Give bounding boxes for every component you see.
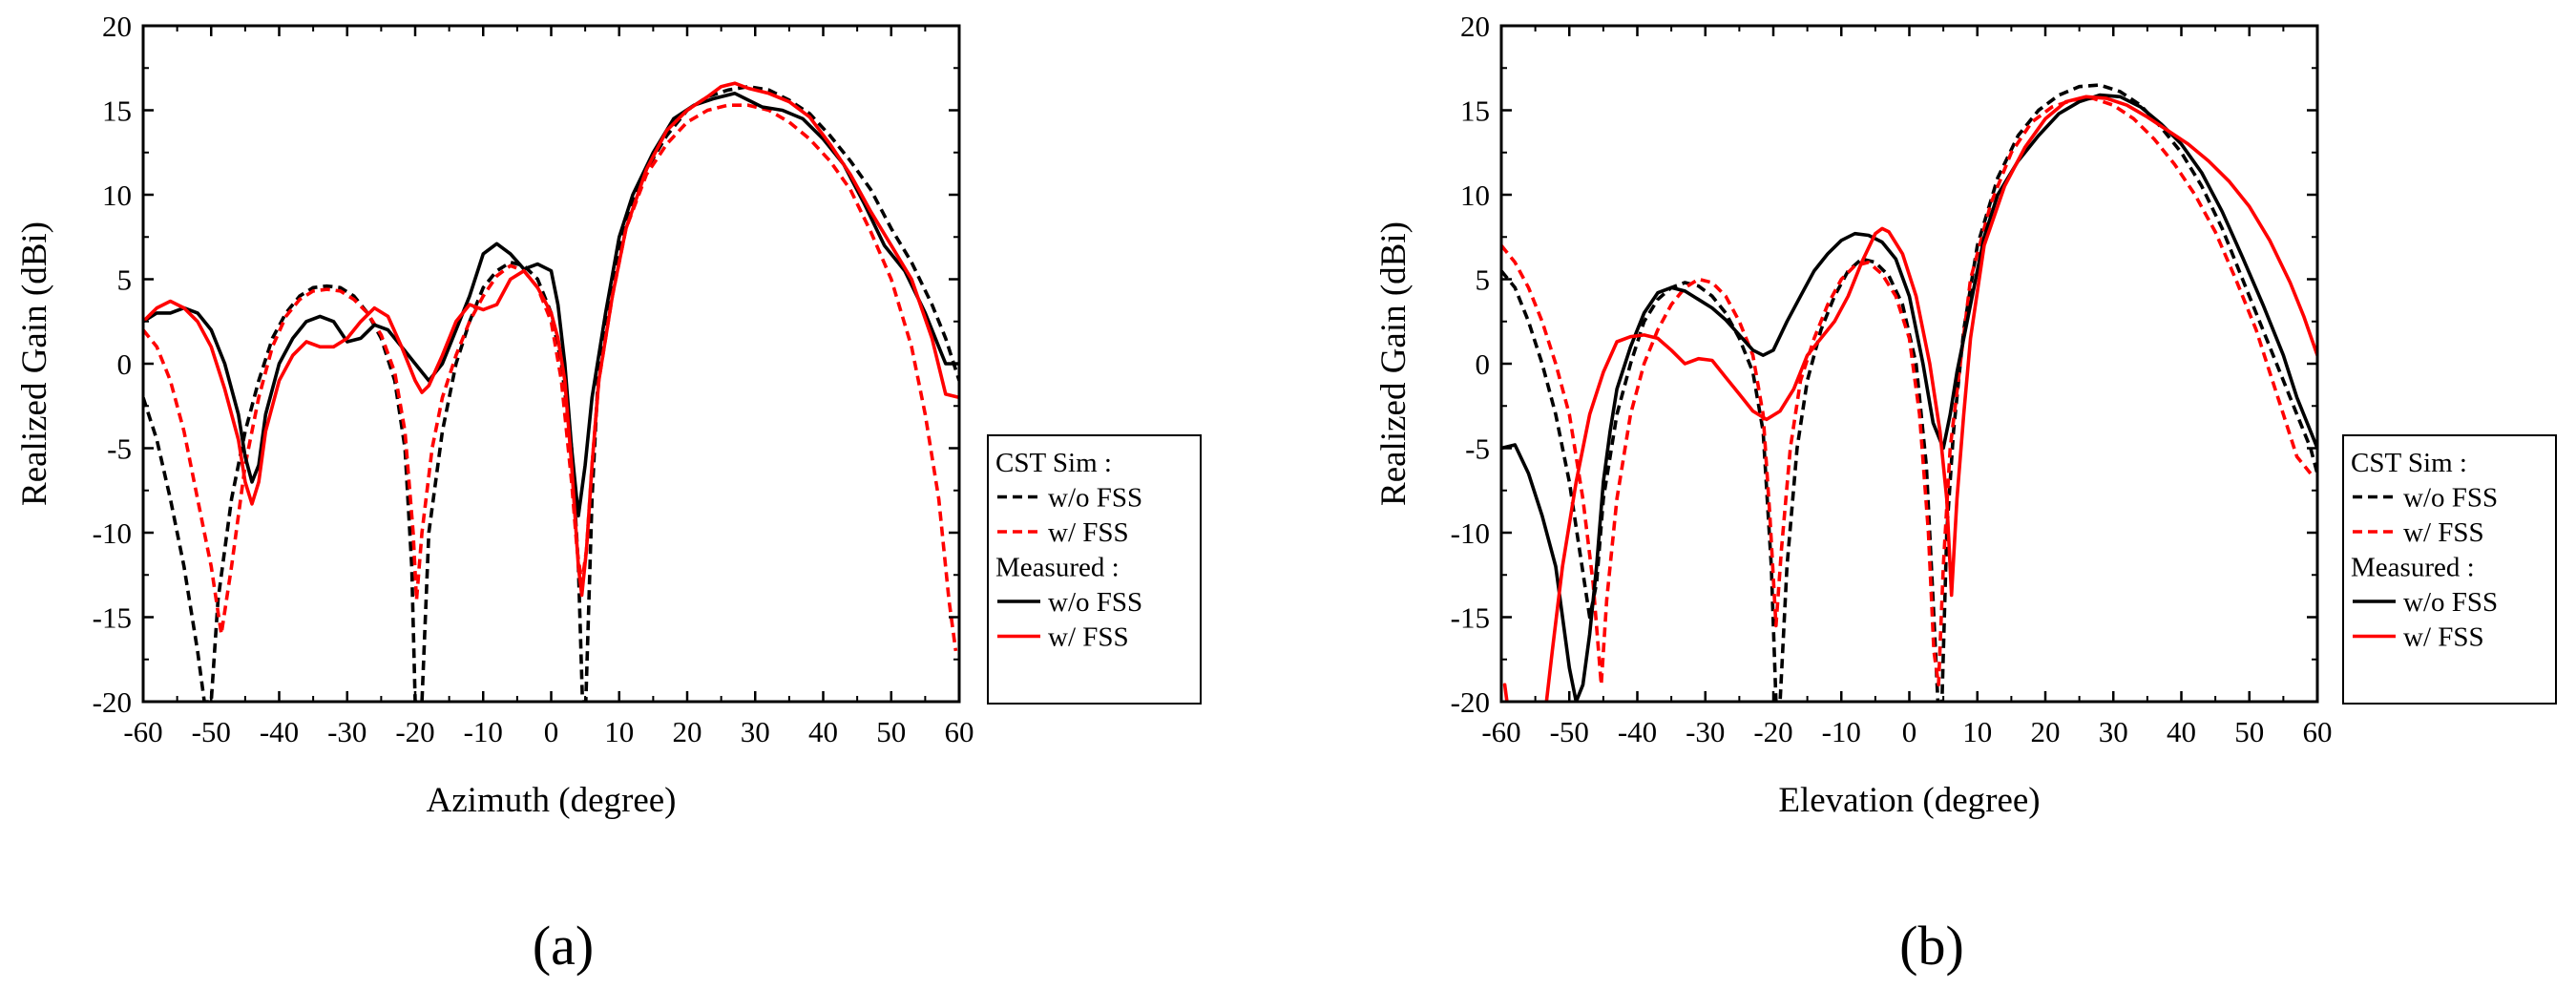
x-tick-label: -20 bbox=[395, 715, 434, 748]
chart-azimuth: -60 -50 -40 -30 -20 -10 0 10 20 30 40 50 60-20-15-10… bbox=[15, 10, 1202, 977]
y-tick-label: -5 bbox=[1465, 432, 1490, 466]
x-tick-label: 0 bbox=[544, 715, 559, 748]
y-axis-label: Realized Gain (dBi) bbox=[15, 221, 54, 506]
subfigure-caption: (b) bbox=[1899, 915, 1964, 977]
x-tick-label: -40 bbox=[1618, 715, 1657, 748]
series-line-0 bbox=[143, 84, 959, 702]
series-line-3 bbox=[1502, 95, 2317, 702]
y-tick-label: 10 bbox=[1460, 179, 1490, 212]
x-axis-label: Elevation (degree) bbox=[1778, 781, 2040, 820]
series-line-2 bbox=[143, 92, 959, 518]
y-tick-label: -5 bbox=[107, 432, 132, 466]
chart-elevation: -60 -50 -40 -30 -20 -10 0 10 20 30 40 50 60-20-15-10… bbox=[1374, 10, 2557, 977]
y-tick-label: 15 bbox=[1460, 95, 1490, 128]
series-line-1 bbox=[1501, 96, 2313, 687]
legend-entry-label: w/o FSS bbox=[2403, 587, 2498, 618]
subfigure-caption: (a) bbox=[533, 915, 594, 977]
x-axis-label: Azimuth (degree) bbox=[427, 781, 677, 820]
y-axis-ticks: -20 -15 -10 -5 0 5 10 15 20 bbox=[1451, 10, 2317, 719]
x-tick-label: 50 bbox=[2234, 715, 2264, 748]
y-tick-label: 5 bbox=[117, 263, 133, 297]
x-tick-label: 0 bbox=[1902, 715, 1917, 748]
x-tick-label: 60 bbox=[945, 715, 974, 748]
y-tick-label: 20 bbox=[1460, 10, 1490, 43]
x-tick-label: 60 bbox=[2303, 715, 2333, 748]
legend-entry-label: w/ FSS bbox=[2403, 517, 2484, 548]
legend-entry-label: w/o FSS bbox=[1048, 587, 1142, 618]
legend-box bbox=[987, 434, 1202, 705]
series-group bbox=[143, 81, 959, 702]
y-tick-label: -20 bbox=[1451, 685, 1490, 719]
y-axis-label: Realized Gain (dBi) bbox=[1374, 221, 1414, 506]
x-tick-label: -10 bbox=[464, 715, 503, 748]
series-line-0 bbox=[1501, 83, 2317, 702]
x-tick-label: 10 bbox=[1962, 715, 1992, 748]
series-line-2 bbox=[1501, 93, 2317, 702]
series-line-3 bbox=[143, 81, 959, 598]
x-axis-ticks: -60 -50 -40 -30 -20 -10 0 10 20 30 40 50 60 bbox=[1481, 26, 2333, 748]
x-tick-label: 30 bbox=[2099, 715, 2128, 748]
y-tick-label: 0 bbox=[1476, 347, 1491, 381]
legend-entry-label: w/ FSS bbox=[1048, 517, 1129, 548]
x-tick-label: 10 bbox=[604, 715, 634, 748]
x-tick-label: -10 bbox=[1822, 715, 1861, 748]
x-tick-label: -40 bbox=[260, 715, 299, 748]
y-tick-label: 15 bbox=[102, 95, 132, 128]
y-tick-label: 5 bbox=[1476, 263, 1491, 297]
x-tick-label: 50 bbox=[876, 715, 906, 748]
y-tick-label: -10 bbox=[93, 516, 132, 550]
x-tick-label: -30 bbox=[1686, 715, 1725, 748]
legend-group-title: CST Sim : bbox=[2351, 448, 2467, 478]
y-tick-label: 0 bbox=[117, 347, 133, 381]
legend-entry-label: w/o FSS bbox=[1048, 483, 1142, 514]
x-tick-label: -60 bbox=[123, 715, 162, 748]
y-tick-label: -10 bbox=[1451, 516, 1490, 550]
x-axis-ticks: -60 -50 -40 -30 -20 -10 0 10 20 30 40 50 60 bbox=[123, 26, 974, 748]
y-axis-ticks: -20 -15 -10 -5 0 5 10 15 20 bbox=[93, 10, 959, 719]
y-tick-label: -15 bbox=[93, 601, 132, 635]
y-tick-label: 10 bbox=[102, 179, 132, 212]
legend-entry-label: w/o FSS bbox=[2403, 483, 2498, 514]
y-tick-label: -20 bbox=[93, 685, 132, 719]
legend-entry-label: w/ FSS bbox=[1048, 622, 1129, 653]
x-tick-label: 40 bbox=[808, 715, 838, 748]
x-tick-label: -60 bbox=[1481, 715, 1520, 748]
x-tick-label: -20 bbox=[1753, 715, 1792, 748]
x-tick-label: -30 bbox=[327, 715, 367, 748]
x-tick-label: 20 bbox=[2031, 715, 2061, 748]
legend-group-title: Measured : bbox=[995, 553, 1120, 583]
y-tick-label: -15 bbox=[1451, 601, 1490, 635]
x-tick-label: 30 bbox=[741, 715, 770, 748]
series-group bbox=[1501, 83, 2317, 702]
x-tick-label: 40 bbox=[2167, 715, 2196, 748]
legend-group-title: Measured : bbox=[2351, 553, 2475, 583]
legend-box bbox=[2342, 434, 2557, 705]
x-tick-label: -50 bbox=[1550, 715, 1589, 748]
x-tick-label: -50 bbox=[192, 715, 231, 748]
legend-entry-label: w/ FSS bbox=[2403, 622, 2484, 653]
y-tick-label: 20 bbox=[102, 10, 132, 43]
x-tick-label: 20 bbox=[673, 715, 702, 748]
series-line-1 bbox=[143, 103, 958, 652]
legend-group-title: CST Sim : bbox=[995, 448, 1112, 478]
